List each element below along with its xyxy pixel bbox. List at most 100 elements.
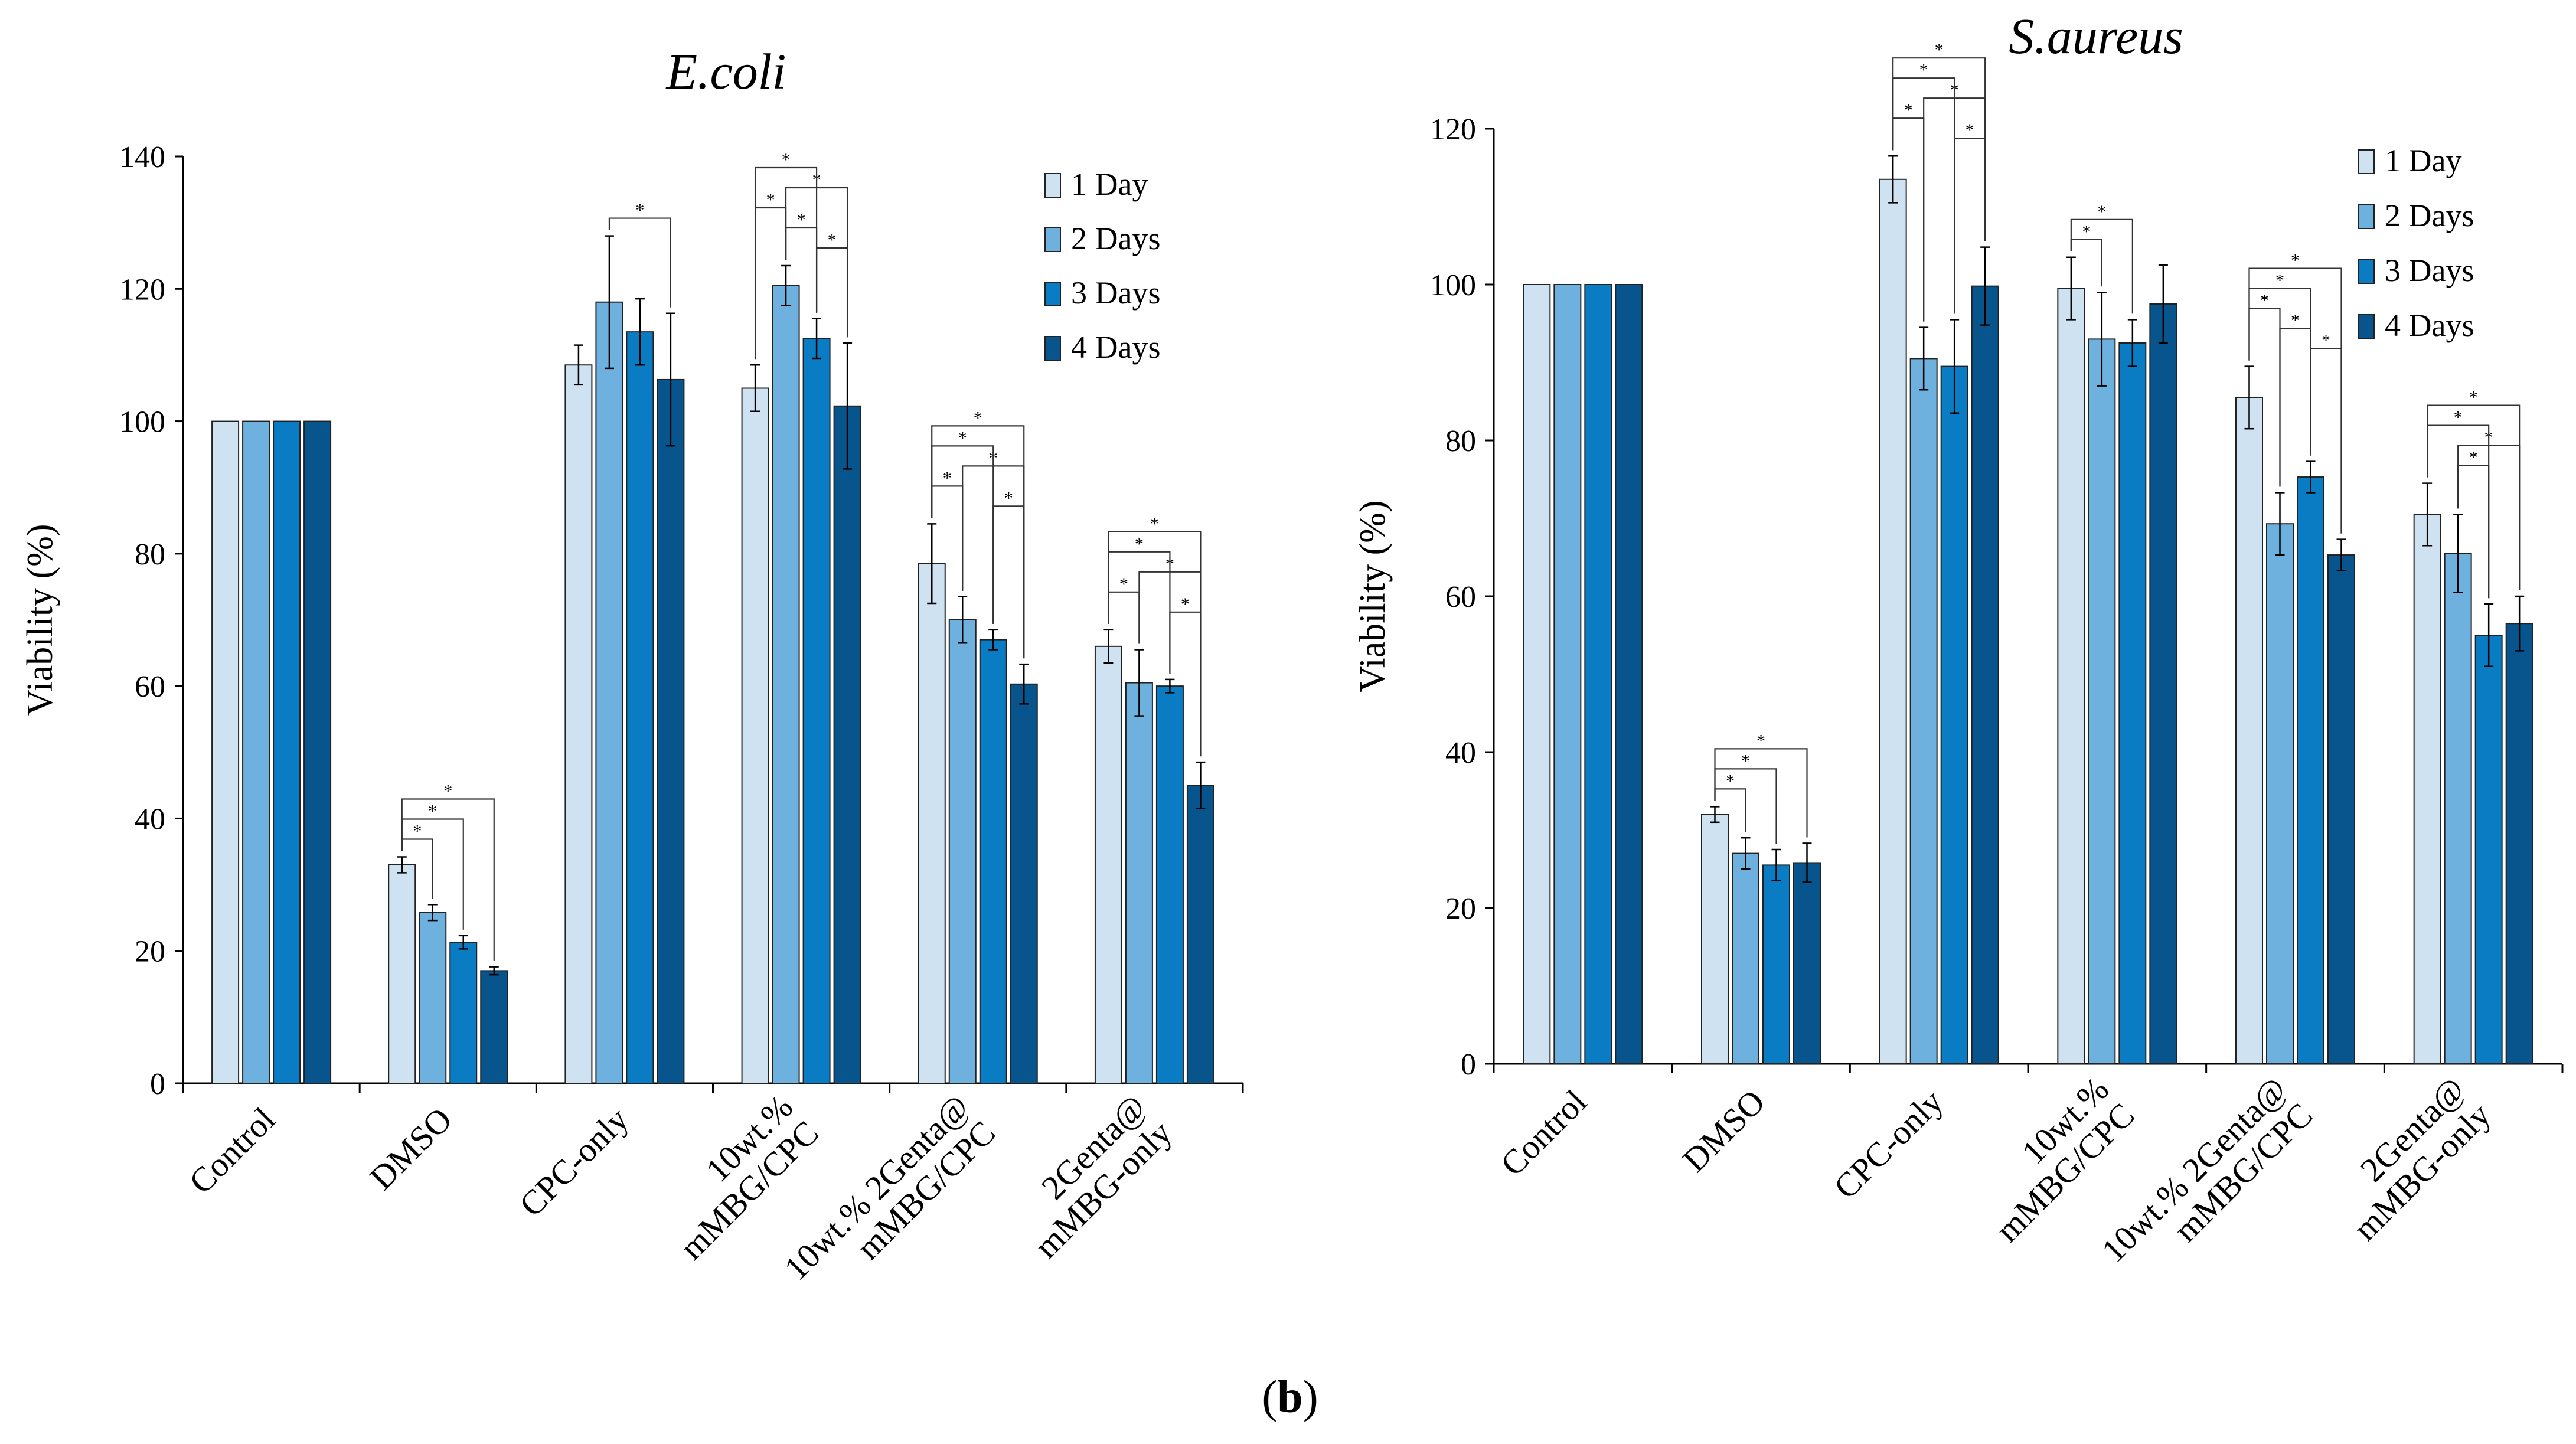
y-tick-label: 80 [135,538,165,571]
significance-marker: * [2291,311,2300,331]
bar [1010,683,1038,1084]
bar [1523,284,1551,1064]
significance-marker: * [2082,222,2091,241]
y-tick-label: 120 [1430,113,1476,146]
y-tick-label: 0 [1461,1048,1476,1082]
significance-marker: * [958,428,967,447]
y-tick-label: 20 [1445,892,1476,926]
significance-marker: * [428,801,437,821]
significance-marker: * [1135,534,1144,554]
bar [1909,358,1938,1064]
significance-marker: * [2260,291,2269,311]
significance-bracket [401,798,495,961]
bar [273,420,301,1084]
bar [979,639,1007,1084]
y-tick-label: 60 [135,670,165,704]
legend-label: 2 Days [1071,221,1160,256]
bar [626,331,654,1084]
y-tick-label: 140 [119,141,165,174]
significance-marker: * [413,821,422,841]
bar [1971,285,1999,1064]
y-axis-label: Viability (%) [1353,500,1393,692]
bar [211,420,240,1084]
bar [2118,342,2147,1064]
legend-label: 1 Day [1071,166,1148,202]
bar [564,364,593,1084]
bar [772,285,800,1084]
significance-bracket [1892,57,1986,241]
bar [918,563,946,1084]
bar [1553,284,1582,1064]
y-tick-label: 100 [1430,269,1476,302]
significance-marker: * [1181,594,1190,614]
bar [480,970,508,1084]
bar [2057,288,2085,1065]
y-tick-label: 40 [1445,736,1476,770]
significance-marker: * [2097,202,2106,221]
significance-marker: * [797,210,806,230]
y-axis-label: Viability (%) [20,524,60,716]
significance-bracket [2427,404,2521,590]
bar [2413,514,2441,1064]
significance-marker: * [2322,331,2330,351]
bar [1584,284,1612,1064]
bar [1793,862,1821,1064]
significance-bracket [1714,748,1808,838]
bar [2149,303,2177,1064]
significance-bracket [608,217,672,308]
legend-swatch [2358,204,2375,229]
bar [1615,284,1643,1064]
y-tick-label: 100 [119,406,165,439]
legend-label: 1 Day [2385,143,2461,178]
y-tick-label: 60 [1445,580,1476,614]
panel-label-close: ) [1303,1371,1318,1422]
bar [2088,338,2116,1064]
bar [1125,682,1153,1084]
significance-marker: * [1004,488,1013,508]
y-tick-label: 20 [135,935,165,969]
panel-label-open: ( [1262,1371,1277,1422]
legend-swatch [2358,259,2375,284]
legend-label: 3 Days [2385,253,2474,288]
significance-marker: * [2469,388,2478,407]
legend-label: 3 Days [1071,275,1160,311]
bar [2266,523,2294,1064]
bar [2235,397,2263,1064]
significance-marker: * [782,150,791,169]
y-tick-label: 120 [119,273,165,306]
significance-marker: * [974,408,982,427]
y-tick-label: 80 [1445,424,1476,458]
significance-marker: * [443,781,452,801]
bar [1940,365,1968,1064]
bar [1155,685,1184,1084]
significance-marker: * [2275,271,2284,290]
bar [419,912,447,1084]
significance-marker: * [2291,251,2300,270]
significance-bracket [2070,218,2133,314]
legend-swatch [1044,336,1061,361]
significance-marker: * [943,468,952,488]
legend-swatch [2358,149,2375,174]
bar [1701,814,1729,1064]
bar [1732,852,1759,1064]
bar [2505,623,2533,1064]
significance-marker: * [1919,60,1928,80]
bar [595,301,623,1084]
significance-marker: * [1150,514,1159,534]
significance-bracket [2248,267,2342,534]
significance-marker: * [766,190,775,210]
bar [802,338,831,1084]
legend-swatch [2358,314,2375,339]
bar [1094,645,1122,1084]
legend-label: 4 Days [2385,308,2474,343]
bar [1762,864,1790,1065]
significance-marker: * [1756,731,1765,750]
bar [741,387,769,1084]
bar [833,405,861,1084]
bar [948,619,977,1084]
y-tick-label: 40 [135,802,165,836]
bar [2327,554,2355,1064]
bar [449,942,478,1084]
significance-marker: * [1904,100,1913,120]
